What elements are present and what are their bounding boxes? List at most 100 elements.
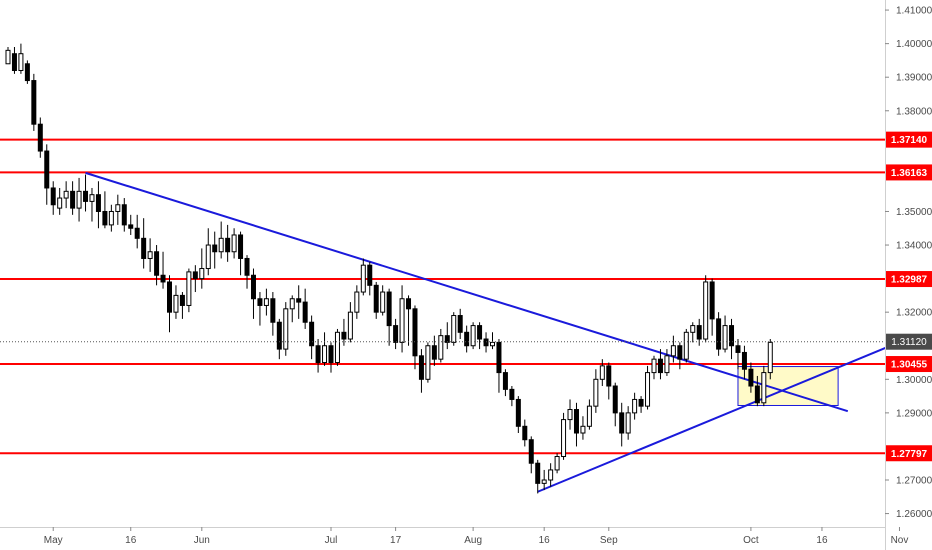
y-tick-label: 1.41000 — [896, 6, 932, 17]
candle-body-down — [37, 123, 43, 152]
candle — [515, 396, 521, 434]
candle — [406, 295, 412, 346]
candle — [315, 339, 321, 373]
candle — [722, 315, 728, 353]
candle-body-down — [729, 325, 735, 347]
candle — [509, 386, 515, 407]
candle-body-up — [57, 197, 63, 209]
candle — [470, 322, 476, 350]
candle — [167, 275, 172, 333]
candle-body-up — [108, 210, 114, 226]
x-tick-label: Oct — [743, 535, 759, 546]
candle-body-down — [238, 234, 244, 259]
candle-body-down — [102, 210, 108, 226]
candle — [322, 332, 328, 366]
candle-body-up — [173, 294, 179, 313]
candle — [44, 144, 50, 205]
candle — [729, 318, 735, 360]
candle-body-down — [83, 190, 89, 202]
candle — [748, 362, 754, 393]
candle-body-up — [360, 264, 366, 293]
candle-body-up — [199, 268, 205, 280]
candle — [37, 117, 43, 158]
candle-body-up — [63, 190, 69, 199]
candle — [341, 318, 347, 346]
candle-body-up — [541, 479, 547, 484]
candle — [464, 325, 470, 353]
candle — [263, 288, 269, 316]
candle — [632, 392, 638, 420]
candle-body-down — [31, 80, 37, 125]
candle-body-up — [593, 378, 599, 407]
candle-body-down — [192, 271, 198, 280]
candle — [373, 281, 379, 319]
candle-body-up — [451, 315, 457, 343]
candle — [76, 177, 82, 222]
candle — [231, 228, 237, 259]
candle — [664, 349, 670, 376]
candle — [89, 187, 95, 222]
trendline[interactable] — [85, 171, 849, 413]
candle — [593, 369, 599, 413]
candle — [541, 469, 547, 491]
candle — [502, 369, 508, 397]
candle-body-down — [225, 237, 231, 253]
candle — [444, 322, 450, 350]
candle-body-up — [761, 372, 767, 404]
y-tick-label: 1.38000 — [896, 106, 932, 117]
candle-body-down — [522, 425, 528, 441]
candle-body-up — [490, 341, 495, 347]
candle — [141, 218, 147, 269]
candle — [334, 328, 340, 366]
candle — [199, 248, 205, 289]
candle-body-up — [645, 372, 651, 407]
candle-body-up — [470, 325, 476, 347]
candle-body-down — [212, 244, 218, 253]
candle-body-down — [309, 321, 315, 347]
candle — [393, 318, 399, 350]
candle-body-down — [457, 315, 463, 333]
candle — [619, 402, 625, 447]
candle-body-down — [735, 345, 741, 353]
candle — [386, 288, 392, 346]
candle-body-down — [431, 345, 437, 360]
candle — [154, 245, 160, 286]
candle-body-up — [599, 365, 605, 380]
candle — [186, 268, 192, 313]
candle — [5, 46, 11, 65]
candle-body-up — [670, 345, 676, 357]
candle — [147, 238, 153, 272]
candle-body-up — [625, 412, 631, 434]
candle — [160, 251, 166, 289]
candle — [57, 187, 63, 215]
candle-body-down — [11, 53, 17, 71]
candle-body-down — [406, 298, 412, 310]
candle — [238, 231, 244, 276]
x-tick-label: Aug — [464, 535, 482, 546]
candle — [250, 268, 256, 319]
candle-body-down — [270, 298, 276, 323]
candle — [625, 406, 631, 440]
candle-body-down — [535, 462, 541, 484]
candle-body-down — [328, 345, 334, 364]
x-tick-label: 16 — [539, 535, 551, 546]
y-tick-label: 1.40000 — [896, 39, 932, 50]
trendline[interactable] — [537, 346, 887, 493]
candle-body-up — [289, 298, 295, 310]
candle — [354, 285, 360, 319]
y-tick-label: 1.27000 — [896, 476, 932, 487]
x-tick-label: 16 — [816, 535, 828, 546]
candle-body-up — [425, 345, 431, 380]
candle-body-up — [263, 298, 269, 306]
candle — [561, 412, 567, 460]
x-tick-label: 17 — [390, 535, 402, 546]
candle-body-down — [373, 284, 379, 313]
candle — [347, 302, 353, 343]
candle — [754, 375, 760, 407]
current-price-label: 1.31120 — [891, 337, 927, 348]
candle-body-down — [50, 187, 56, 206]
candle-body-up — [218, 237, 224, 253]
candle — [651, 355, 657, 380]
candle — [657, 349, 663, 380]
